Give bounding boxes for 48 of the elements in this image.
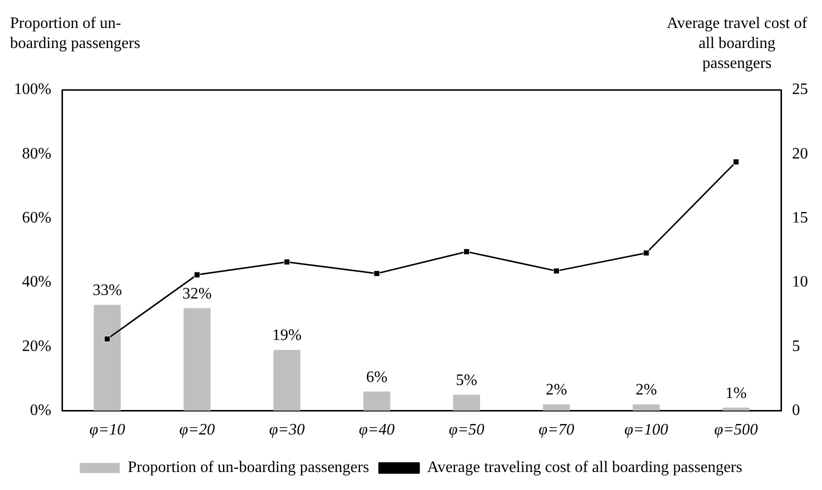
- y2-axis-title: Average travel cost of all boarding passengers: [666, 14, 808, 74]
- point: [374, 270, 380, 277]
- legend-label: Proportion of un-boarding passengers: [128, 459, 370, 476]
- y-tick-label: 20%: [22, 338, 52, 355]
- x-tick-label: φ=40: [358, 422, 395, 439]
- x-tick-label: φ=10: [89, 422, 126, 439]
- data-label: 19%: [272, 327, 302, 344]
- y-axis-title: Proportion of un-boarding passengers: [10, 14, 142, 54]
- x-tick-label: φ=50: [448, 422, 484, 439]
- point: [553, 268, 560, 274]
- x-tick-label: φ=20: [179, 422, 215, 439]
- y2-tick-label: 25: [792, 81, 808, 98]
- bar: [453, 394, 480, 411]
- point: [104, 336, 110, 342]
- y-tick-label: 60%: [22, 210, 52, 227]
- bar: [184, 308, 211, 411]
- data-label: 1%: [725, 384, 747, 402]
- data-label: 2%: [636, 382, 657, 399]
- y2-tick-label: 0: [792, 402, 800, 420]
- bar: [542, 404, 570, 411]
- data-label: 32%: [182, 285, 212, 302]
- y-tick-label: 0%: [30, 402, 52, 420]
- bar: [632, 404, 660, 411]
- y-tick-label: 100%: [14, 81, 52, 98]
- data-label: 33%: [92, 282, 122, 300]
- y2-tick-label: 10: [792, 274, 808, 291]
- y-tick-label: 80%: [22, 145, 52, 162]
- bar: [94, 304, 121, 411]
- y2-tick-label: 15: [792, 210, 808, 227]
- x-tick-label: φ=500: [714, 422, 758, 439]
- data-label: 2%: [546, 382, 568, 399]
- y2-tick-label: 5: [792, 338, 800, 355]
- bar: [722, 408, 750, 411]
- y-tick-label: 40%: [22, 274, 52, 291]
- point: [194, 272, 200, 278]
- point: [643, 250, 650, 256]
- bar: [273, 350, 300, 411]
- point: [464, 248, 470, 255]
- y2-tick-label: 20: [792, 145, 808, 162]
- bar: [363, 392, 390, 411]
- data-label: 5%: [456, 372, 478, 389]
- x-tick-label: φ=30: [269, 422, 305, 439]
- x-tick-label: φ=70: [538, 422, 574, 439]
- legend-label: Average traveling cost of all boarding passengers: [427, 459, 742, 476]
- point: [733, 158, 740, 165]
- point: [284, 258, 290, 266]
- data-label: 6%: [366, 368, 388, 386]
- x-tick-label: φ=100: [624, 422, 668, 439]
